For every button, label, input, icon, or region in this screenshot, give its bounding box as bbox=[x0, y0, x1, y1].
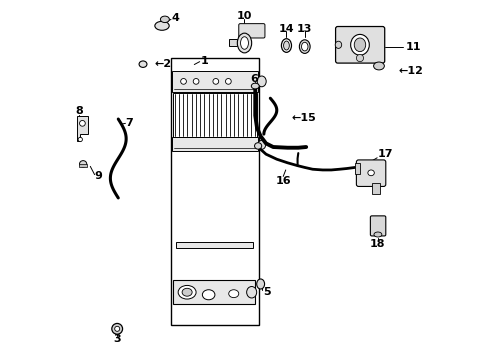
Circle shape bbox=[356, 54, 363, 62]
Text: 18: 18 bbox=[369, 239, 385, 249]
Text: 17: 17 bbox=[377, 149, 392, 159]
Circle shape bbox=[193, 78, 199, 84]
Ellipse shape bbox=[301, 42, 307, 51]
Ellipse shape bbox=[335, 41, 341, 48]
Text: 14: 14 bbox=[278, 24, 294, 34]
Ellipse shape bbox=[299, 40, 309, 53]
Text: 6: 6 bbox=[250, 74, 258, 84]
Text: 8: 8 bbox=[75, 106, 82, 116]
Polygon shape bbox=[77, 116, 88, 141]
Ellipse shape bbox=[350, 35, 368, 55]
Text: 1: 1 bbox=[201, 56, 208, 66]
Ellipse shape bbox=[160, 16, 169, 23]
Ellipse shape bbox=[256, 279, 264, 289]
Ellipse shape bbox=[178, 285, 196, 299]
Text: 7: 7 bbox=[125, 118, 133, 128]
Bar bbox=[229, 39, 237, 45]
Ellipse shape bbox=[202, 290, 214, 300]
Text: 4: 4 bbox=[171, 13, 179, 23]
Ellipse shape bbox=[254, 143, 261, 149]
Text: 16: 16 bbox=[275, 176, 290, 186]
Text: ←15: ←15 bbox=[291, 113, 316, 123]
Ellipse shape bbox=[353, 38, 365, 51]
Text: 3: 3 bbox=[113, 333, 121, 343]
Ellipse shape bbox=[373, 232, 381, 237]
Ellipse shape bbox=[283, 41, 289, 50]
Bar bbox=[371, 183, 379, 194]
Ellipse shape bbox=[139, 61, 147, 67]
Ellipse shape bbox=[115, 326, 120, 331]
Text: ←2: ←2 bbox=[154, 59, 171, 69]
Ellipse shape bbox=[251, 83, 259, 89]
Text: 10: 10 bbox=[236, 11, 252, 21]
Bar bbox=[172, 280, 255, 304]
Circle shape bbox=[80, 121, 85, 126]
Ellipse shape bbox=[246, 287, 256, 298]
Ellipse shape bbox=[257, 140, 265, 149]
Ellipse shape bbox=[237, 33, 251, 53]
Text: 9: 9 bbox=[94, 171, 102, 181]
Text: ←12: ←12 bbox=[398, 66, 423, 76]
Bar bbox=[79, 164, 87, 167]
Bar bbox=[172, 93, 257, 137]
Bar bbox=[172, 71, 258, 92]
Circle shape bbox=[78, 137, 82, 141]
Bar bbox=[172, 137, 258, 151]
Ellipse shape bbox=[155, 21, 169, 30]
Text: 13: 13 bbox=[296, 24, 312, 34]
Bar bbox=[171, 58, 258, 325]
Ellipse shape bbox=[281, 39, 291, 52]
Ellipse shape bbox=[257, 76, 265, 87]
Text: 5: 5 bbox=[263, 287, 270, 297]
FancyBboxPatch shape bbox=[356, 160, 385, 186]
Ellipse shape bbox=[367, 170, 373, 176]
Bar bbox=[354, 163, 360, 174]
Ellipse shape bbox=[240, 37, 248, 49]
Circle shape bbox=[225, 78, 231, 84]
Ellipse shape bbox=[112, 323, 122, 334]
Circle shape bbox=[212, 78, 218, 84]
Bar bbox=[176, 242, 253, 248]
Circle shape bbox=[180, 78, 186, 84]
Ellipse shape bbox=[373, 62, 384, 70]
FancyBboxPatch shape bbox=[335, 27, 384, 63]
Ellipse shape bbox=[80, 161, 86, 167]
FancyBboxPatch shape bbox=[369, 216, 385, 236]
FancyBboxPatch shape bbox=[238, 24, 264, 38]
Ellipse shape bbox=[228, 290, 238, 298]
Ellipse shape bbox=[182, 288, 192, 296]
Text: 11: 11 bbox=[405, 42, 421, 52]
